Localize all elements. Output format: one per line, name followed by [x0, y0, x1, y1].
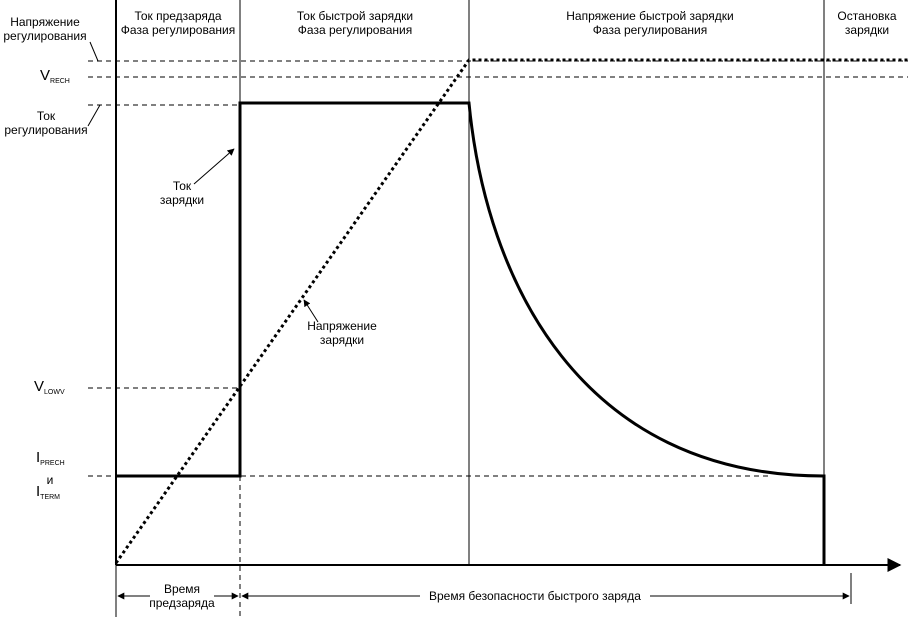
- charge-current-trace: [116, 101, 826, 565]
- annotation-charge-current-line1: Ток: [172, 179, 192, 193]
- phase-header-stop-line1: Остановка: [837, 9, 897, 23]
- label-vrech: VRECH: [40, 67, 70, 89]
- label-precharge-time: Время предзаряда: [140, 582, 224, 610]
- phase-header-fast-voltage-line1: Напряжение быстрой зарядки: [566, 9, 734, 23]
- phase-header-stop-line2: зарядки: [844, 23, 890, 37]
- label-iterm-main: I: [36, 483, 41, 500]
- label-vlowv-main: V: [34, 378, 45, 395]
- label-iterm: ITERM: [36, 483, 61, 505]
- charge-voltage-trace: [114, 58, 908, 564]
- label-iterm-sub: TERM: [40, 494, 61, 501]
- label-fast-safety-time: Время безопасности быстрого заряда: [420, 589, 650, 603]
- label-current-regulation-line2: регулирования: [4, 123, 88, 137]
- annotation-charge-current: Ток зарядки: [152, 179, 212, 207]
- phase-header-fast-current-line2: Фаза регулирования: [297, 23, 413, 37]
- label-current-regulation: Ток регулирования: [0, 109, 92, 137]
- leader-current-regulation: [87, 104, 101, 127]
- label-vrech-sub: RECH: [50, 78, 70, 85]
- annotation-charge-voltage-line1: Напряжение: [307, 319, 377, 333]
- label-voltage-regulation-line1: Напряжение: [10, 15, 80, 29]
- phase-header-fast-voltage-line2: Фаза регулирования: [592, 23, 708, 37]
- label-precharge-time-line2: предзаряда: [149, 596, 215, 610]
- label-and-text: и: [46, 473, 54, 487]
- label-vlowv-sub: LOWV: [44, 389, 65, 396]
- label-precharge-time-line1: Время: [163, 582, 201, 596]
- label-vrech-main: V: [40, 67, 51, 84]
- annotation-charge-voltage: Напряжение зарядки: [300, 319, 384, 347]
- phase-header-precharge: Ток предзаряда Фаза регулирования: [118, 9, 238, 37]
- label-voltage-regulation-line2: регулирования: [3, 29, 87, 43]
- label-current-regulation-line1: Ток: [36, 109, 56, 123]
- label-voltage-regulation: Напряжение регулирования: [0, 15, 90, 43]
- arrow-charge-current: [193, 148, 235, 185]
- phase-header-precharge-line2: Фаза регулирования: [120, 23, 236, 37]
- arrow-charge-voltage: [303, 299, 319, 323]
- leader-voltage-regulation: [89, 41, 99, 62]
- label-iprech-sub: PRECH: [40, 460, 65, 467]
- label-iprech: IPRECH: [36, 449, 65, 471]
- annotation-charge-voltage-line2: зарядки: [319, 333, 365, 347]
- label-iprech-main: I: [36, 449, 41, 466]
- label-fast-safety-time-text: Время безопасности быстрого заряда: [429, 589, 641, 603]
- label-vlowv: VLOWV: [34, 378, 65, 400]
- phase-header-precharge-line1: Ток предзаряда: [134, 9, 222, 23]
- phase-header-fast-voltage: Напряжение быстрой зарядки Фаза регулиро…: [520, 9, 780, 37]
- phase-header-fast-current-line1: Ток быстрой зарядки: [296, 9, 414, 23]
- phase-header-fast-current: Ток быстрой зарядки Фаза регулирования: [245, 9, 465, 37]
- label-and: и: [40, 473, 60, 487]
- phase-header-stop: Остановка зарядки: [828, 9, 906, 37]
- annotation-charge-current-line2: зарядки: [159, 193, 205, 207]
